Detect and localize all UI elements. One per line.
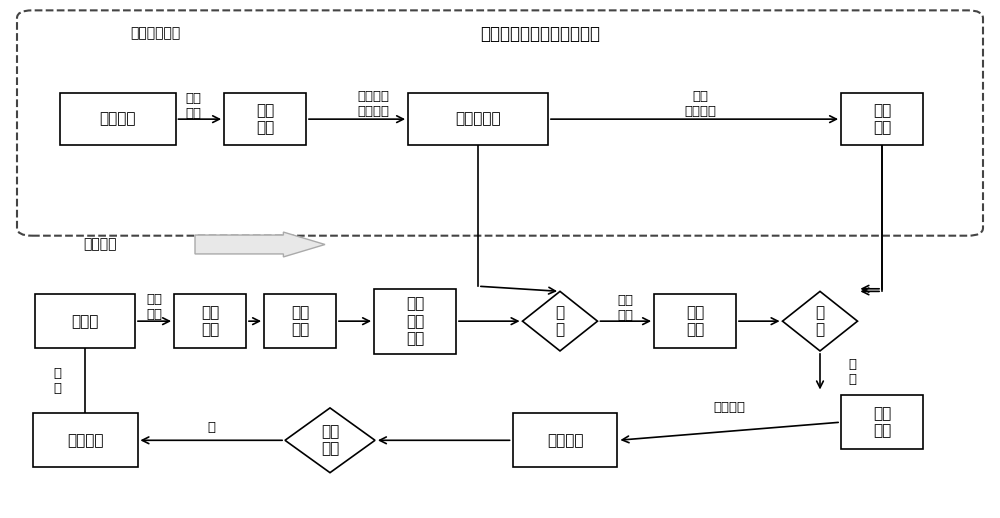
FancyBboxPatch shape xyxy=(174,294,246,349)
Text: 柴油机: 柴油机 xyxy=(71,314,99,328)
Text: 比
较: 比 较 xyxy=(555,305,565,337)
Text: 预
测: 预 测 xyxy=(848,357,856,386)
FancyBboxPatch shape xyxy=(33,413,138,468)
FancyBboxPatch shape xyxy=(654,294,736,349)
FancyBboxPatch shape xyxy=(841,395,923,450)
FancyBboxPatch shape xyxy=(408,93,548,145)
FancyBboxPatch shape xyxy=(224,93,306,145)
FancyBboxPatch shape xyxy=(512,413,617,468)
Text: 运行
状态: 运行 状态 xyxy=(686,305,704,337)
Text: 故障
参数: 故障 参数 xyxy=(256,103,274,135)
Text: 仿真故障: 仿真故障 xyxy=(100,112,136,126)
Text: 决策形式: 决策形式 xyxy=(713,401,745,414)
Polygon shape xyxy=(285,408,375,472)
Text: 状态
特征
信息: 状态 特征 信息 xyxy=(406,296,424,346)
Text: 故障标准特征值数据库建立: 故障标准特征值数据库建立 xyxy=(480,25,600,42)
Text: 是否
干预: 是否 干预 xyxy=(321,424,339,456)
Polygon shape xyxy=(195,232,325,257)
FancyBboxPatch shape xyxy=(60,93,176,145)
Text: 诊断实施: 诊断实施 xyxy=(83,237,117,252)
Text: 状态
识别: 状态 识别 xyxy=(618,294,634,322)
Text: 诊断决策: 诊断决策 xyxy=(547,433,583,448)
Text: 维
修: 维 修 xyxy=(53,367,61,395)
Text: 标准
状态模式: 标准 状态模式 xyxy=(684,90,716,118)
Text: （故障模拟）: （故障模拟） xyxy=(130,26,180,41)
FancyBboxPatch shape xyxy=(374,289,456,354)
FancyBboxPatch shape xyxy=(35,294,135,349)
Text: 维修建议: 维修建议 xyxy=(67,433,103,448)
Text: 是: 是 xyxy=(207,421,215,434)
Text: 特征提取
制定标准: 特征提取 制定标准 xyxy=(357,90,389,118)
Text: 状态
趋势: 状态 趋势 xyxy=(873,406,891,438)
Text: 故障
情况: 故障 情况 xyxy=(873,103,891,135)
FancyBboxPatch shape xyxy=(264,294,336,349)
Text: 特征
提取: 特征 提取 xyxy=(291,305,309,337)
FancyBboxPatch shape xyxy=(841,93,923,145)
Text: 信号
检测: 信号 检测 xyxy=(146,293,162,321)
Text: 故障数据库: 故障数据库 xyxy=(455,112,501,126)
Polygon shape xyxy=(782,292,857,351)
Text: 状态
信号: 状态 信号 xyxy=(201,305,219,337)
Text: 信号
检测: 信号 检测 xyxy=(185,92,201,120)
Text: 比
较: 比 较 xyxy=(815,305,825,337)
Polygon shape xyxy=(523,292,598,351)
